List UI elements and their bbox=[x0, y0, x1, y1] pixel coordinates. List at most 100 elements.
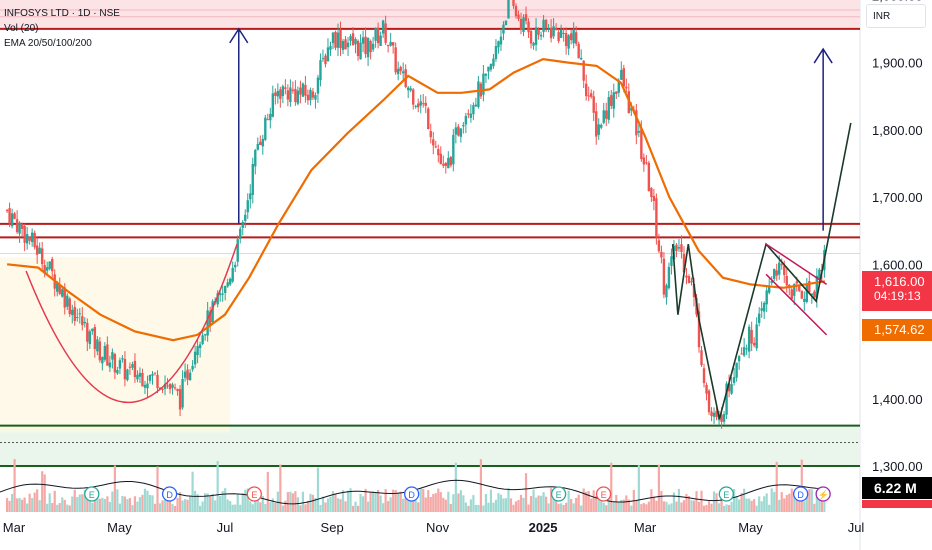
candle-body bbox=[512, 0, 515, 6]
volume-bar bbox=[427, 490, 430, 512]
candle-body bbox=[427, 108, 430, 130]
candle-body bbox=[231, 267, 234, 282]
volume-bar bbox=[33, 492, 36, 512]
candle-body bbox=[615, 91, 618, 94]
candle-body bbox=[166, 385, 169, 387]
volume-bar bbox=[560, 503, 563, 512]
ema-indicator-label[interactable]: EMA 20/50/100/200 bbox=[4, 38, 92, 49]
candle-body bbox=[379, 35, 382, 46]
candle-body bbox=[133, 360, 137, 378]
volume-indicator-label[interactable]: Vol (20) bbox=[4, 23, 39, 34]
candle-body bbox=[662, 258, 666, 295]
candle-body bbox=[113, 354, 117, 373]
volume-bar bbox=[422, 488, 425, 512]
candle-body bbox=[620, 70, 623, 80]
candle-body bbox=[519, 18, 523, 30]
volume-bar bbox=[414, 500, 417, 512]
candle-body bbox=[715, 410, 718, 418]
candle-body bbox=[344, 39, 347, 50]
candle-body bbox=[499, 36, 503, 45]
volume-bar bbox=[326, 498, 330, 512]
candle-body bbox=[401, 71, 405, 74]
candle-body bbox=[201, 335, 204, 344]
candle-body bbox=[173, 387, 177, 389]
volume-bar bbox=[813, 503, 816, 512]
candle-body bbox=[361, 37, 365, 44]
candle-body bbox=[798, 285, 801, 291]
candle-body bbox=[677, 247, 681, 249]
volume-bar bbox=[88, 500, 91, 512]
event-marker bbox=[815, 486, 831, 502]
candle-body bbox=[259, 141, 262, 146]
symbol-label[interactable]: INFOSYS LTD · 1D · NSE bbox=[4, 8, 120, 19]
volume-bar bbox=[768, 504, 771, 512]
volume-bar bbox=[329, 496, 332, 512]
volume-bar bbox=[392, 489, 395, 512]
candle-body bbox=[444, 162, 448, 166]
candle-body bbox=[647, 162, 651, 192]
price-scale-marker bbox=[862, 500, 932, 508]
candle-body bbox=[652, 195, 656, 202]
candle-body bbox=[750, 329, 753, 344]
volume-bar bbox=[354, 501, 357, 512]
currency-button[interactable]: INR bbox=[866, 4, 926, 28]
volume-bar bbox=[760, 501, 763, 512]
volume-bar bbox=[492, 502, 495, 512]
candle-body bbox=[161, 388, 164, 390]
candle-body bbox=[697, 311, 701, 348]
volume-bar bbox=[311, 494, 315, 512]
volume-bar bbox=[479, 459, 483, 512]
candle-body bbox=[141, 372, 144, 387]
last-price-value: 1,616.00 bbox=[874, 274, 925, 289]
volume-bar bbox=[224, 488, 227, 512]
ema-value-badge: 1,574.62 bbox=[862, 319, 932, 341]
volume-bar bbox=[477, 504, 480, 512]
candle-body bbox=[128, 366, 132, 368]
volume-bar bbox=[407, 495, 410, 512]
candle-body bbox=[667, 266, 671, 289]
w-pattern-line bbox=[671, 122, 852, 420]
candle-body bbox=[547, 28, 550, 30]
volume-bar bbox=[727, 505, 731, 512]
candle-body bbox=[68, 298, 71, 315]
volume-bar bbox=[743, 488, 746, 512]
candle-body bbox=[752, 342, 756, 346]
candle-body bbox=[81, 316, 84, 326]
candle-body bbox=[71, 309, 74, 315]
volume-bar bbox=[274, 502, 277, 512]
volume-bar bbox=[522, 497, 525, 512]
volume-bar bbox=[499, 494, 503, 512]
candle-body bbox=[15, 219, 19, 233]
volume-bar bbox=[16, 498, 19, 512]
candle-body bbox=[457, 126, 460, 136]
x-tick-label: Nov bbox=[426, 520, 450, 535]
volume-bar bbox=[301, 491, 305, 512]
volume-bar bbox=[557, 503, 560, 512]
volume-bar bbox=[76, 497, 79, 512]
candle-body bbox=[326, 47, 330, 62]
volume-bar bbox=[555, 494, 558, 512]
volume-bar bbox=[549, 488, 553, 512]
volume-bar bbox=[161, 500, 164, 512]
volume-bar bbox=[304, 504, 307, 512]
x-tick-label: May bbox=[738, 520, 763, 535]
volume-bar bbox=[73, 489, 76, 512]
event-marker-letter: E bbox=[556, 490, 562, 500]
volume-bar bbox=[271, 498, 274, 512]
volume-bar bbox=[712, 491, 716, 512]
volume-bar bbox=[78, 494, 81, 512]
volume-bar bbox=[785, 494, 788, 512]
volume-bar bbox=[299, 505, 302, 512]
candle-body bbox=[183, 371, 187, 378]
candle-body bbox=[221, 293, 224, 295]
volume-bar bbox=[21, 499, 24, 512]
candle-body bbox=[10, 213, 14, 227]
candle-body bbox=[605, 110, 608, 119]
y-tick-label: 1,300.00 bbox=[872, 459, 923, 474]
volume-bar bbox=[116, 489, 119, 512]
volume-bar bbox=[615, 494, 618, 512]
volume-bar bbox=[467, 505, 470, 512]
volume-bar bbox=[166, 494, 169, 512]
volume-bar bbox=[497, 493, 500, 512]
